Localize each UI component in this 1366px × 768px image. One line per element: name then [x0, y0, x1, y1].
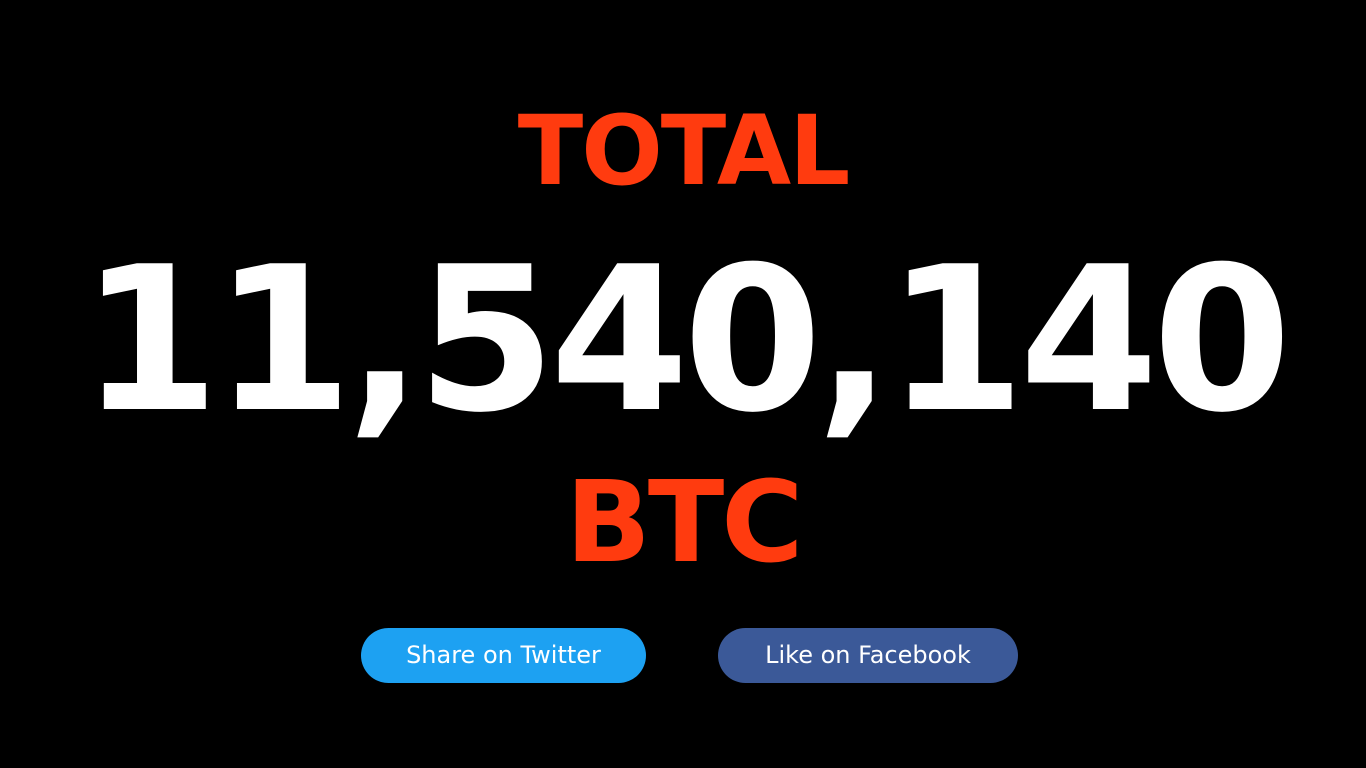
btc-total-value: 11,540,140: [80, 224, 1291, 457]
like-on-facebook-button[interactable]: Like on Facebook: [718, 628, 1018, 683]
share-on-twitter-button[interactable]: Share on Twitter: [361, 628, 646, 683]
total-label: TOTAL: [517, 95, 851, 207]
currency-unit: BTC: [565, 458, 804, 588]
